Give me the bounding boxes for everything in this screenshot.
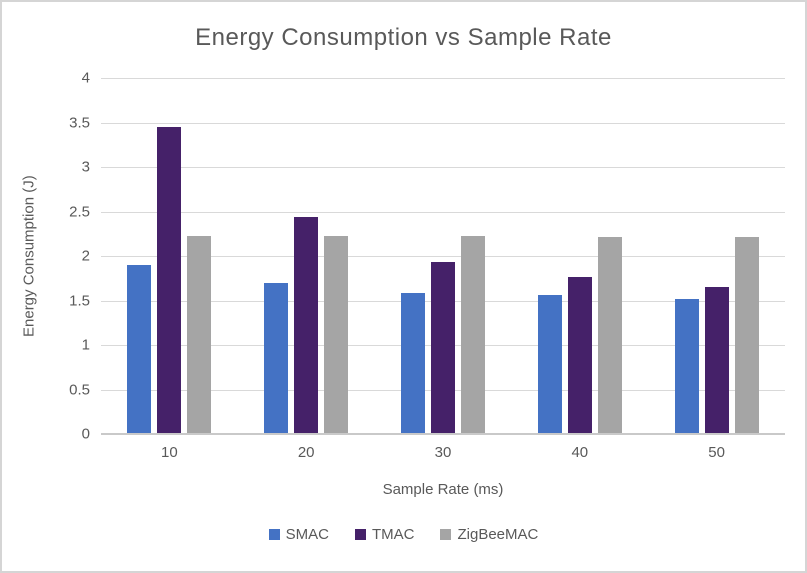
- y-tick-label: 2: [81, 247, 90, 265]
- x-axis-line: [101, 433, 785, 435]
- bar-zigbeemac-40: [597, 237, 622, 434]
- bar-tmac-10: [157, 126, 182, 434]
- gridline: [101, 167, 785, 168]
- gridline: [101, 256, 785, 257]
- legend-swatch-icon: [354, 529, 366, 540]
- bar-group-10: [101, 78, 238, 434]
- y-tick-label: 3.5: [69, 114, 90, 131]
- bar-smac-10: [127, 264, 152, 434]
- x-tick-label: 20: [297, 444, 315, 461]
- gridline: [101, 78, 785, 79]
- bar-group-50: [648, 78, 785, 434]
- x-tick-label: 40: [571, 444, 589, 461]
- bar-tmac-40: [567, 277, 592, 434]
- legend-swatch-icon: [440, 529, 452, 540]
- gridline: [101, 122, 785, 124]
- bar-groups: [101, 78, 785, 434]
- bar-tmac-30: [430, 262, 455, 434]
- bar-tmac-50: [704, 287, 729, 434]
- bar-group-30: [375, 78, 512, 434]
- bar-zigbeemac-50: [734, 237, 759, 434]
- bar-smac-30: [400, 292, 425, 434]
- bar-smac-50: [674, 298, 699, 434]
- x-tick-label: 50: [708, 444, 725, 461]
- y-tick-label: 2.5: [69, 203, 90, 220]
- legend-item-zigbeemac: ZigBeeMAC: [440, 526, 538, 543]
- y-tick-label: 0: [81, 425, 90, 443]
- legend-swatch-icon: [268, 529, 280, 540]
- bar-group-20: [238, 78, 375, 434]
- x-tick-label: 10: [161, 444, 178, 461]
- legend-item-tmac: TMAC: [354, 526, 415, 543]
- bar-smac-40: [537, 295, 562, 434]
- bar-zigbeemac-30: [460, 236, 485, 434]
- legend-label: SMAC: [285, 526, 329, 543]
- bar-tmac-20: [294, 216, 319, 434]
- bar-smac-20: [264, 282, 289, 434]
- y-tick-label: 4: [81, 69, 90, 87]
- x-axis-title: Sample Rate (ms): [382, 481, 504, 498]
- y-tick-labels: 0 0.5 1 1.5 2 2.5 3 3.5 4: [2, 70, 90, 443]
- legend-label: TMAC: [371, 526, 415, 543]
- y-tick-label: 0.5: [69, 381, 90, 398]
- legend-label: ZigBeeMAC: [457, 526, 539, 543]
- bar-zigbeemac-10: [187, 236, 212, 434]
- x-tick-label: 30: [434, 444, 452, 461]
- y-tick-label: 1.5: [69, 292, 90, 309]
- bar-zigbeemac-20: [324, 236, 349, 434]
- legend-item-smac: SMAC: [268, 526, 329, 543]
- plot-area: [101, 78, 785, 435]
- gridline: [101, 211, 785, 213]
- legend: SMAC TMAC ZigBeeMAC: [2, 526, 805, 543]
- bar-group-40: [511, 78, 648, 434]
- x-tick-labels: 10 20 30 40 50: [101, 444, 785, 461]
- y-tick-label: 3: [81, 158, 90, 176]
- y-tick-label: 1: [81, 336, 90, 354]
- chart-title: Energy Consumption vs Sample Rate: [195, 24, 612, 51]
